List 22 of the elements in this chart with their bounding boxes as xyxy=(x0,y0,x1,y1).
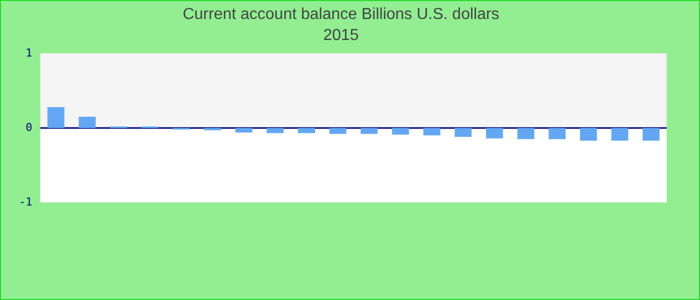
bar xyxy=(423,128,440,136)
y-tick-label: 0 xyxy=(26,120,32,134)
bar xyxy=(392,128,409,135)
y-tick-label: -1 xyxy=(18,195,32,208)
y-tick-label: 1 xyxy=(26,46,32,60)
bar xyxy=(329,128,346,134)
bar xyxy=(486,128,503,138)
bar xyxy=(454,128,472,137)
bar xyxy=(360,128,378,134)
bar xyxy=(78,116,96,128)
bar xyxy=(642,128,660,141)
bar xyxy=(47,107,64,128)
bar xyxy=(235,128,252,132)
bar xyxy=(266,128,284,134)
bar xyxy=(517,128,534,140)
bar xyxy=(298,128,315,134)
chart-title: Current account balance Billions U.S. dollars xyxy=(182,6,500,24)
bar xyxy=(548,128,566,140)
bar xyxy=(204,128,221,130)
chart-subtitle: 2015 xyxy=(323,27,359,44)
bar xyxy=(611,128,628,141)
bar xyxy=(580,128,597,141)
